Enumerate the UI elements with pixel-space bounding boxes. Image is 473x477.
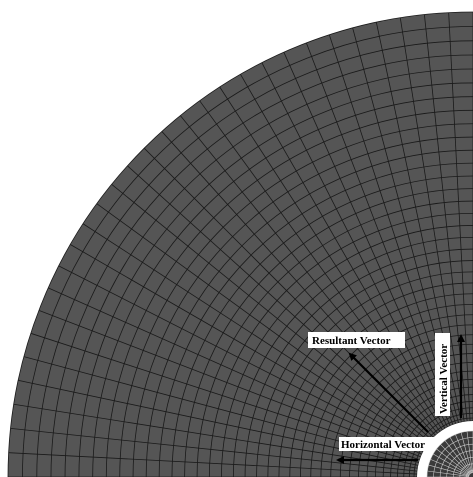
circumferential-mesh-line xyxy=(232,236,473,477)
radial-mesh-lines xyxy=(8,12,473,477)
radial-mesh-line xyxy=(48,287,423,455)
circumferential-mesh-line xyxy=(145,149,473,477)
vertical-vector-label: Vertical Vector xyxy=(435,333,450,416)
circumferential-mesh-line xyxy=(7,11,473,477)
circumferential-mesh-line xyxy=(36,40,473,477)
radial-mesh-line xyxy=(199,100,441,432)
core-arc-line xyxy=(459,463,473,477)
circumferential-mesh-line xyxy=(413,417,473,477)
radial-mesh-line xyxy=(18,379,419,466)
circumferential-mesh-line xyxy=(208,212,473,477)
radial-mesh-line xyxy=(96,203,428,445)
circumferential-mesh-line xyxy=(158,162,473,477)
core-arc-line xyxy=(426,430,473,477)
resultant-vector-arrow xyxy=(348,352,429,433)
circumferential-mesh-line xyxy=(267,271,473,477)
circumferential-mesh-line xyxy=(50,54,473,477)
circumferential-mesh-line xyxy=(196,200,473,477)
radial-mesh-line xyxy=(70,244,425,450)
radial-mesh-line xyxy=(111,184,430,443)
horizontal-vector-label: Horizontal Vector xyxy=(339,437,435,451)
circumferential-mesh-line xyxy=(132,136,473,477)
radial-mesh-line xyxy=(261,62,448,428)
vertical-vector-text: Vertical Vector xyxy=(438,344,450,414)
circumferential-mesh-line xyxy=(221,225,473,477)
horizontal-vector-text: Horizontal Vector xyxy=(341,439,425,451)
core-radial-line xyxy=(460,432,473,474)
circumferential-mesh-line xyxy=(171,175,473,477)
radial-mesh-line xyxy=(8,452,418,475)
circumferential-mesh-line xyxy=(244,248,473,477)
core-arc-line xyxy=(433,437,473,477)
core-radial-line xyxy=(436,448,471,475)
core-arc-line xyxy=(439,443,473,477)
radial-mesh-line xyxy=(283,52,451,427)
core-radial-line xyxy=(444,440,471,475)
radial-mesh-line xyxy=(399,17,465,422)
radial-mesh-line xyxy=(13,403,418,469)
core-radial-line xyxy=(427,470,470,477)
radial-mesh-line xyxy=(161,131,436,436)
circumferential-mesh-line xyxy=(105,109,473,477)
core-radial-line xyxy=(430,459,470,476)
circumferential-mesh-line xyxy=(92,96,473,477)
circumferential-mesh-line xyxy=(184,188,473,477)
core-radial-line xyxy=(428,464,470,477)
radial-mesh-line xyxy=(240,74,446,429)
resultant-vector-label: Resultant Vector xyxy=(308,332,405,348)
circumferential-mesh-line xyxy=(256,260,473,477)
circumferential-mesh-line xyxy=(64,68,473,477)
core-radial-line xyxy=(455,434,472,474)
radial-mesh-line xyxy=(82,223,427,447)
radial-mesh-line xyxy=(305,42,454,425)
circumferential-mesh-line xyxy=(78,82,473,477)
radial-mesh-line xyxy=(127,165,432,440)
radial-mesh-line xyxy=(328,34,457,424)
radial-mesh-line xyxy=(38,309,421,458)
circumferential-mesh-line xyxy=(22,26,473,477)
circumferential-mesh-line xyxy=(119,123,473,477)
radial-mesh-line xyxy=(180,115,439,434)
resultant-vector-text: Resultant Vector xyxy=(312,335,391,347)
core-radial-line xyxy=(466,431,473,474)
radial-mesh-line xyxy=(58,265,424,452)
core-arc-line xyxy=(446,450,473,477)
core-radial-line xyxy=(433,453,470,476)
core-radial-line xyxy=(449,437,472,474)
inner-core-lines xyxy=(426,430,473,477)
radial-mesh-line xyxy=(219,86,443,431)
core-radial-line xyxy=(440,444,471,475)
core-arc-line xyxy=(452,456,473,477)
radial-mesh-line xyxy=(10,427,418,472)
radial-mesh-line xyxy=(448,12,471,422)
